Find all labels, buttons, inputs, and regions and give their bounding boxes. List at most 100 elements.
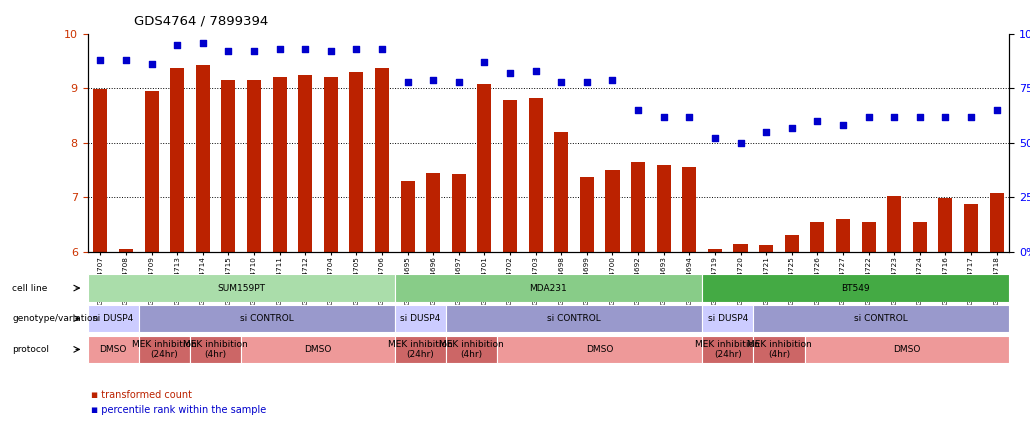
Bar xyxy=(323,77,338,423)
Point xyxy=(169,41,185,48)
Text: GDS4764 / 7899394: GDS4764 / 7899394 xyxy=(134,15,268,28)
Bar xyxy=(631,162,645,423)
Point xyxy=(707,135,723,142)
Point xyxy=(297,46,313,52)
Bar xyxy=(196,66,210,423)
Point xyxy=(271,46,287,52)
Point xyxy=(92,57,108,63)
Text: MEK inhibition
(24hr): MEK inhibition (24hr) xyxy=(132,340,197,359)
Bar xyxy=(861,222,875,423)
Bar xyxy=(190,335,241,363)
Point xyxy=(374,46,390,52)
Bar xyxy=(785,235,799,423)
Bar xyxy=(88,274,394,302)
Bar xyxy=(241,335,394,363)
Bar xyxy=(394,335,446,363)
Point xyxy=(681,113,697,120)
Text: MEK inhibition
(24hr): MEK inhibition (24hr) xyxy=(388,340,453,359)
Text: protocol: protocol xyxy=(12,345,49,354)
Point xyxy=(732,140,749,146)
Point xyxy=(425,76,442,83)
Bar xyxy=(446,335,497,363)
Bar xyxy=(708,249,722,423)
Text: ◾ transformed count: ◾ transformed count xyxy=(91,390,192,400)
Bar xyxy=(580,176,594,423)
Bar xyxy=(811,222,824,423)
Bar xyxy=(139,335,190,363)
Point xyxy=(400,78,416,85)
Bar xyxy=(682,167,696,423)
Text: si CONTROL: si CONTROL xyxy=(855,314,908,323)
Bar xyxy=(753,335,804,363)
Text: DMSO: DMSO xyxy=(100,345,127,354)
Bar xyxy=(394,305,446,332)
Text: DMSO: DMSO xyxy=(304,345,332,354)
Point xyxy=(886,113,902,120)
Bar xyxy=(836,219,850,423)
Text: ◾ percentile rank within the sample: ◾ percentile rank within the sample xyxy=(91,404,266,415)
Point xyxy=(348,46,365,52)
Text: genotype/variation: genotype/variation xyxy=(12,314,99,323)
Text: si DUSP4: si DUSP4 xyxy=(401,314,441,323)
Point xyxy=(195,39,211,46)
Bar xyxy=(94,89,107,423)
Text: SUM159PT: SUM159PT xyxy=(217,283,265,293)
Point xyxy=(758,129,775,135)
Bar xyxy=(221,80,236,423)
Bar xyxy=(497,335,702,363)
Bar xyxy=(401,181,415,423)
Text: BT549: BT549 xyxy=(842,283,870,293)
Point xyxy=(655,113,672,120)
Point xyxy=(963,113,980,120)
Bar xyxy=(528,98,543,423)
Bar xyxy=(88,305,139,332)
Bar xyxy=(118,249,133,423)
Bar xyxy=(759,245,774,423)
Point xyxy=(143,61,160,68)
Text: DMSO: DMSO xyxy=(586,345,614,354)
Bar xyxy=(478,84,491,423)
Bar xyxy=(170,68,184,423)
Bar xyxy=(349,72,364,423)
Bar xyxy=(938,198,953,423)
Text: si CONTROL: si CONTROL xyxy=(240,314,294,323)
Point xyxy=(450,78,467,85)
Bar xyxy=(733,244,748,423)
Bar xyxy=(990,193,1003,423)
Point xyxy=(246,48,263,55)
Point xyxy=(810,118,826,124)
Bar xyxy=(426,173,440,423)
Bar xyxy=(804,335,1009,363)
Text: DMSO: DMSO xyxy=(893,345,921,354)
Point xyxy=(220,48,237,55)
Bar xyxy=(657,165,671,423)
Point xyxy=(937,113,954,120)
Point xyxy=(476,59,492,66)
Bar xyxy=(702,335,753,363)
Text: MDA231: MDA231 xyxy=(529,283,568,293)
Bar xyxy=(702,305,753,332)
Point xyxy=(605,76,621,83)
Point xyxy=(579,78,595,85)
Text: cell line: cell line xyxy=(12,283,47,293)
Point xyxy=(117,57,134,63)
Bar xyxy=(753,305,1009,332)
Point xyxy=(630,107,647,113)
Text: MEK inhibition
(4hr): MEK inhibition (4hr) xyxy=(747,340,812,359)
Point xyxy=(553,78,570,85)
Bar xyxy=(503,100,517,423)
Bar xyxy=(273,77,286,423)
Bar xyxy=(88,335,139,363)
Bar xyxy=(606,170,619,423)
Bar xyxy=(139,305,394,332)
Bar xyxy=(298,75,312,423)
Point xyxy=(527,68,544,74)
Point xyxy=(784,124,800,131)
Point xyxy=(860,113,877,120)
Bar xyxy=(452,174,466,423)
Bar xyxy=(247,80,261,423)
Text: si CONTROL: si CONTROL xyxy=(547,314,600,323)
Bar xyxy=(144,91,159,423)
Bar xyxy=(394,274,702,302)
Text: MEK inhibition
(4hr): MEK inhibition (4hr) xyxy=(183,340,248,359)
